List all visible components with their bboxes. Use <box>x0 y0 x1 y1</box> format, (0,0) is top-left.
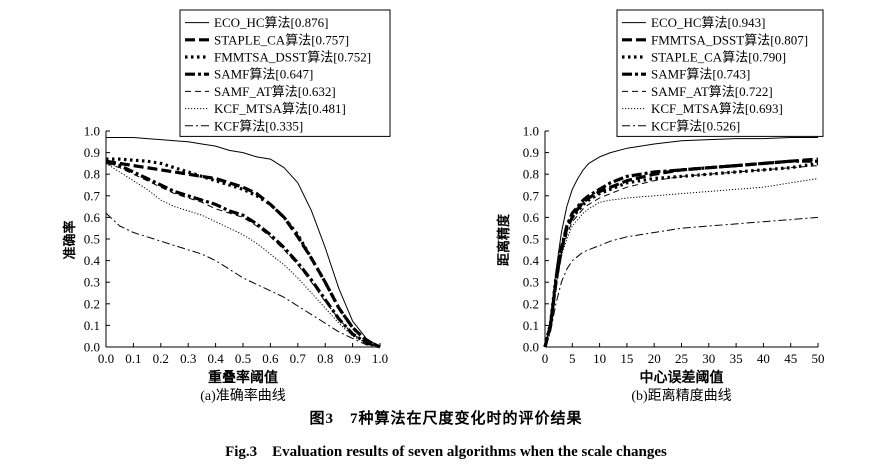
x-tick-label: 15 <box>620 351 633 366</box>
x-tick-label: 25 <box>675 351 688 366</box>
y-tick-label: 0.0 <box>84 340 100 355</box>
x-tick-label: 0.2 <box>153 351 169 366</box>
y-tick-label: 0.9 <box>523 145 539 160</box>
x-tick-label: 35 <box>730 351 743 366</box>
legend-label: SAMF_AT算法[0.632] <box>214 84 336 99</box>
series-line-3 <box>543 161 819 348</box>
x-tick-label: 0.3 <box>180 351 196 366</box>
y-tick-label: 0.3 <box>84 275 100 290</box>
x-tick-label: 40 <box>757 351 770 366</box>
x-tick-label: 0.6 <box>262 351 279 366</box>
series-line-2 <box>105 159 381 349</box>
y-tick-label: 0.3 <box>523 275 539 290</box>
x-tick-label: 0.9 <box>344 351 360 366</box>
subcaption: (b)距离精度曲线 <box>631 387 731 404</box>
x-tick-label: 30 <box>702 351 715 366</box>
legend-label: STAPLE_CA算法[0.790] <box>651 50 786 65</box>
y-tick-label: 0.0 <box>523 340 539 355</box>
y-tick-label: 0.9 <box>84 145 100 160</box>
series-line-5 <box>105 162 381 348</box>
x-axis-label: 中心误差阈值 <box>640 369 724 386</box>
x-tick-label: 0.5 <box>235 351 251 366</box>
y-axis-label: 距离精度 <box>496 213 511 266</box>
y-tick-label: 0.7 <box>523 188 540 203</box>
y-tick-label: 0.6 <box>523 210 540 225</box>
legend-label: KCF算法[0.335] <box>214 118 303 133</box>
legend-label: KCF_MTSA算法[0.693] <box>651 101 783 116</box>
series-line-7 <box>105 212 381 348</box>
legend-label: FMMTSA_DSST算法[0.807] <box>651 32 808 47</box>
y-tick-label: 1.0 <box>84 124 100 139</box>
x-tick-label: 45 <box>784 351 797 366</box>
x-tick-label: 1.0 <box>372 351 388 366</box>
chart-a-precision: 0.0 0.1 0.2 0.3 0.4 0.5 0.6 0.7 0.8 0.9 1.0 0.0 0.1 0… <box>62 9 391 404</box>
x-tick-label: 10 <box>593 351 606 366</box>
legend-label: SAMF算法[0.743] <box>651 67 750 82</box>
y-tick-label: 0.4 <box>523 253 540 268</box>
y-tick-label: 0.7 <box>84 188 101 203</box>
legend-label: KCF算法[0.526] <box>651 118 740 133</box>
x-tick-label: 20 <box>648 351 661 366</box>
x-tick-label: 0.1 <box>125 351 141 366</box>
series-line-1 <box>106 137 381 348</box>
y-tick-label: 0.2 <box>84 296 100 311</box>
y-tick-label: 1.0 <box>523 124 539 139</box>
figure-caption-cn: 图3 7种算法在尺度变化时的评价结果 <box>309 409 582 427</box>
x-tick-label: 0.0 <box>98 351 114 366</box>
legend-label: ECO_HC算法[0.943] <box>651 15 765 30</box>
y-tick-label: 0.2 <box>523 296 539 311</box>
x-tick-label: 5 <box>569 351 576 366</box>
legend-box <box>616 9 824 137</box>
chart-b-distance-precision: 0 5 10 15 20 25 30 35 40 45 50 0.0 0.1 0.2 0.3 0.4 0.5 0.… <box>496 9 825 404</box>
x-tick-label: 0.4 <box>207 351 224 366</box>
y-tick-label: 0.1 <box>523 318 539 333</box>
x-tick-label: 50 <box>812 351 825 366</box>
y-tick-label: 0.8 <box>523 167 539 182</box>
series-line-5 <box>544 165 819 348</box>
x-tick-label: 0 <box>542 351 549 366</box>
y-tick-label: 0.5 <box>84 232 100 247</box>
series-line-7 <box>544 216 819 348</box>
y-tick-label: 0.4 <box>84 253 101 268</box>
series-line-2 <box>543 157 819 348</box>
series-line-6 <box>544 178 819 348</box>
series-line-4 <box>105 159 381 349</box>
y-tick-label: 0.5 <box>523 232 539 247</box>
series-line-4 <box>543 159 818 348</box>
y-tick-label: 0.8 <box>84 167 100 182</box>
legend-label: ECO_HC算法[0.876] <box>214 15 328 30</box>
x-tick-label: 0.8 <box>317 351 333 366</box>
legend-box <box>179 9 391 137</box>
series-line-6 <box>105 162 381 348</box>
subcaption: (a)准确率曲线 <box>200 387 286 404</box>
series-line-1 <box>544 137 818 348</box>
legend-label: SAMF_AT算法[0.722] <box>651 84 773 99</box>
x-tick-label: 0.7 <box>290 351 307 366</box>
legend-label: FMMTSA_DSST算法[0.752] <box>214 50 371 65</box>
y-tick-label: 0.6 <box>84 210 101 225</box>
legend-label: STAPLE_CA算法[0.757] <box>214 32 349 47</box>
legend-label: KCF_MTSA算法[0.481] <box>214 101 346 116</box>
y-axis-label: 准确率 <box>62 220 77 259</box>
legend-label: SAMF算法[0.647] <box>214 67 313 82</box>
figure-caption-en: Fig.3 Evaluation results of seven algori… <box>225 444 667 460</box>
x-axis-label: 重叠率阈值 <box>208 369 278 386</box>
y-tick-label: 0.1 <box>84 318 100 333</box>
